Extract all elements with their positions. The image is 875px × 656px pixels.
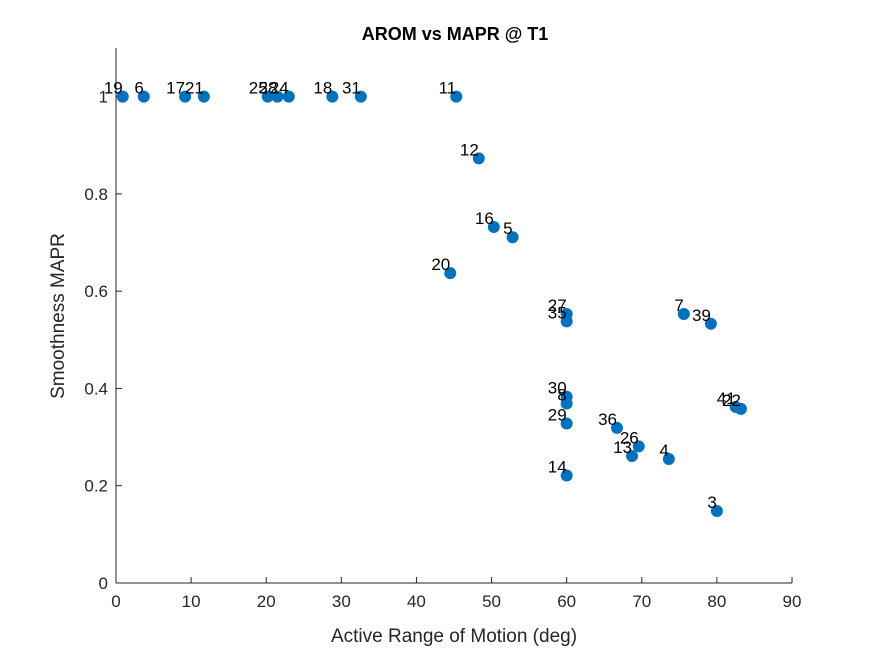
data-point-marker [560,315,573,328]
data-point-marker [560,417,573,430]
data-point-marker [632,440,645,453]
data-point-marker [354,90,367,103]
data-point-marker [261,90,274,103]
data-point-label: 25 [249,79,268,98]
data-point-marker [487,220,500,233]
data-point-marker [116,90,129,103]
data-point-label: 24 [270,79,289,98]
data-point-label: 22 [722,391,741,410]
data-point-label: 41 [717,389,736,408]
y-axis-label: Smoothness MAPR [48,233,69,399]
data-point-marker [704,317,717,330]
data-point-marker [734,402,747,415]
y-tick-label: 0.6 [84,282,108,301]
data-point-label: 14 [548,458,567,477]
data-point-label: 21 [185,79,204,98]
x-tick-label: 70 [632,592,651,611]
x-tick-label: 0 [111,592,120,611]
data-point-label: 17 [166,79,185,98]
data-point-marker [710,505,723,518]
data-point-marker [677,308,690,321]
data-point-marker [472,152,485,165]
data-point-label: 35 [548,303,567,322]
data-point-marker [179,90,192,103]
data-point-label: 7 [674,296,683,315]
x-tick-label: 30 [332,592,351,611]
data-point-label: 3 [707,493,716,512]
data-point-marker [610,421,623,434]
y-tick-label: 0.4 [84,379,108,398]
data-point-label: 39 [692,306,711,325]
x-tick-label: 10 [182,592,201,611]
y-tick-label: 1 [99,88,108,107]
data-point-label: 12 [460,140,479,159]
y-tick-label: 0 [99,574,108,593]
x-tick-label: 60 [557,592,576,611]
x-tick-label: 90 [783,592,802,611]
chart-title: AROM vs MAPR @ T1 [362,24,549,44]
data-point-marker [560,397,573,410]
data-point-marker [450,90,463,103]
x-tick-label: 20 [257,592,276,611]
data-point-label: 28 [259,79,278,98]
data-point-label: 6 [134,79,143,98]
data-point-label: 18 [313,79,332,98]
data-point-label: 11 [439,79,457,98]
data-point-marker [506,231,519,244]
data-markers [116,90,747,518]
x-axis-label: Active Range of Motion (deg) [331,626,577,647]
data-point-label: 20 [431,255,450,274]
data-point-marker [626,450,639,463]
data-point-label: 31 [342,79,361,98]
data-point-marker [197,90,210,103]
plot-area: 0 10 20 30 40 50 60 70 80 90 0 0.2 0.4 0.6 0.8 1 19 6 17… [84,48,801,611]
data-point-marker [326,90,339,103]
data-point-marker [137,90,150,103]
x-tick-label: 50 [482,592,501,611]
data-point-label: 30 [548,379,567,398]
data-point-label: 16 [475,209,494,228]
data-point-marker [662,452,675,465]
data-point-label: 5 [503,219,512,238]
data-point-marker [271,90,284,103]
data-point-marker [282,90,295,103]
x-ticks: 0 10 20 30 40 50 60 70 80 90 [111,577,801,611]
y-tick-label: 0.2 [84,477,108,496]
data-point-label: 26 [620,428,639,447]
data-point-label: 13 [613,438,632,457]
data-point-label: 27 [548,296,567,315]
y-tick-label: 0.8 [84,185,108,204]
data-point-label: 8 [557,386,566,405]
x-tick-label: 40 [407,592,426,611]
data-point-marker [560,469,573,482]
data-point-label: 29 [548,405,567,424]
y-ticks: 0 0.2 0.4 0.6 0.8 1 [84,88,122,593]
data-point-label: 19 [104,79,123,98]
data-point-marker [444,267,457,280]
x-tick-label: 80 [707,592,726,611]
data-point-label: 4 [659,441,668,460]
data-point-label: 36 [598,410,617,429]
